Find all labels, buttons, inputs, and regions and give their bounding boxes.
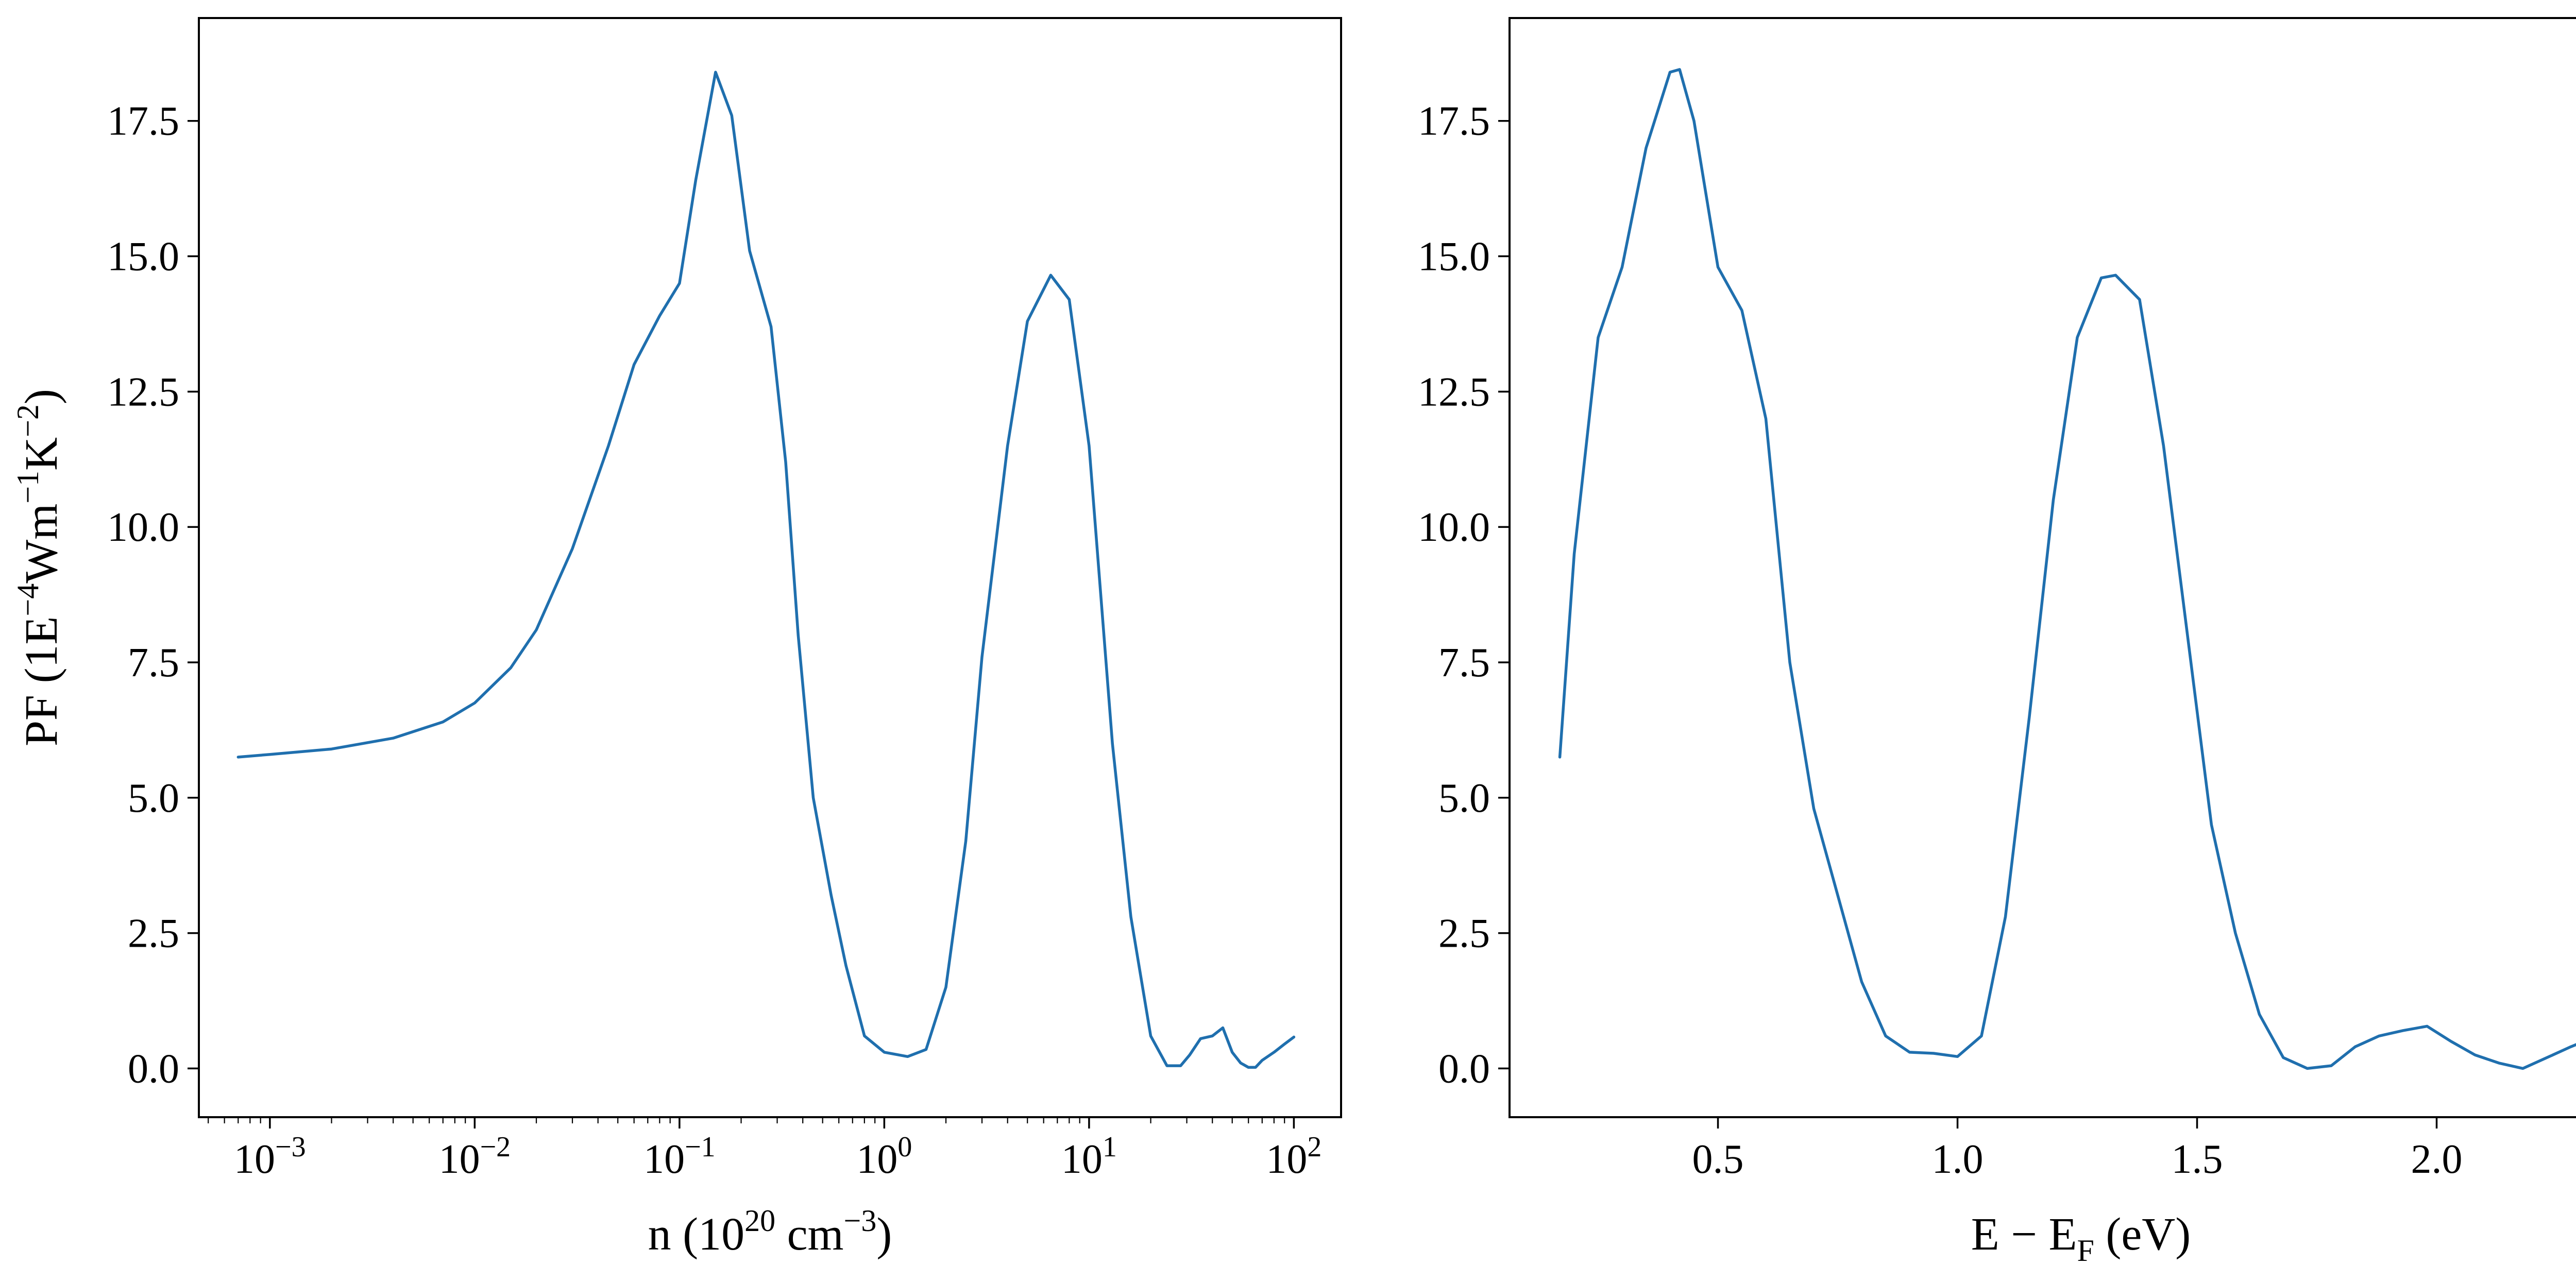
x-tick-label: 0.5 — [1692, 1137, 1744, 1182]
chart-panel-2: 0.0 2.5 5.0 7.5 10.0 12.5 15.0 17.5 0.5 1.0 1.5 2.0… — [1418, 17, 2576, 1268]
series-line — [1558, 68, 2576, 1070]
chart-panel-1: 0.0 2.5 5.0 7.5 10.0 12.5 15.0 17.5 10−3 10−2 10−1… — [11, 17, 1342, 1260]
x-axis-label: E − EF (eV) — [1971, 1209, 2191, 1268]
y-tick-label: 12.5 — [1418, 369, 1490, 415]
y-tick-label: 7.5 — [128, 640, 179, 686]
y-tick-label: 2.5 — [1438, 911, 1490, 956]
x-tick-label: 10−1 — [643, 1131, 716, 1182]
x-tick-label: 2.0 — [2411, 1137, 2463, 1182]
y-tick-label: 2.5 — [128, 911, 179, 956]
y-tick-label: 10.0 — [107, 505, 179, 550]
x-tick-label: 100 — [856, 1131, 912, 1182]
y-tick-label: 15.0 — [107, 234, 179, 280]
series-line — [236, 71, 1296, 1069]
y-tick-label: 5.0 — [128, 776, 179, 821]
x-tick-label: 10−2 — [439, 1131, 511, 1182]
x-tick-label: 102 — [1266, 1131, 1321, 1182]
plot-frame — [1509, 17, 2576, 1118]
y-tick-label: 7.5 — [1438, 640, 1490, 686]
y-tick-label: 0.0 — [128, 1046, 179, 1091]
x-tick-label: 10−3 — [234, 1131, 306, 1182]
y-tick-label: 12.5 — [107, 369, 179, 415]
x-tick-label: 101 — [1061, 1131, 1117, 1182]
y-tick-label: 15.0 — [1418, 234, 1490, 280]
y-tick-label: 5.0 — [1438, 776, 1490, 821]
y-tick-label: 10.0 — [1418, 505, 1490, 550]
plot-frame — [198, 17, 1342, 1118]
y-tick-label: 0.0 — [1438, 1046, 1490, 1091]
x-tick-label: 1.0 — [1932, 1137, 1984, 1182]
y-axis-label: PF (1E−4Wm−1K−2) — [11, 389, 67, 746]
y-tick-label: 17.5 — [1418, 99, 1490, 144]
y-tick-label: 17.5 — [107, 99, 179, 144]
x-axis-label: n (1020 cm−3) — [648, 1204, 892, 1260]
x-tick-label: 1.5 — [2172, 1137, 2223, 1182]
